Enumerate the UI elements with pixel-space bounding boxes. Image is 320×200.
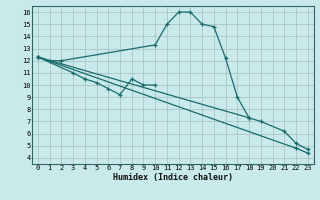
X-axis label: Humidex (Indice chaleur): Humidex (Indice chaleur) [113,173,233,182]
